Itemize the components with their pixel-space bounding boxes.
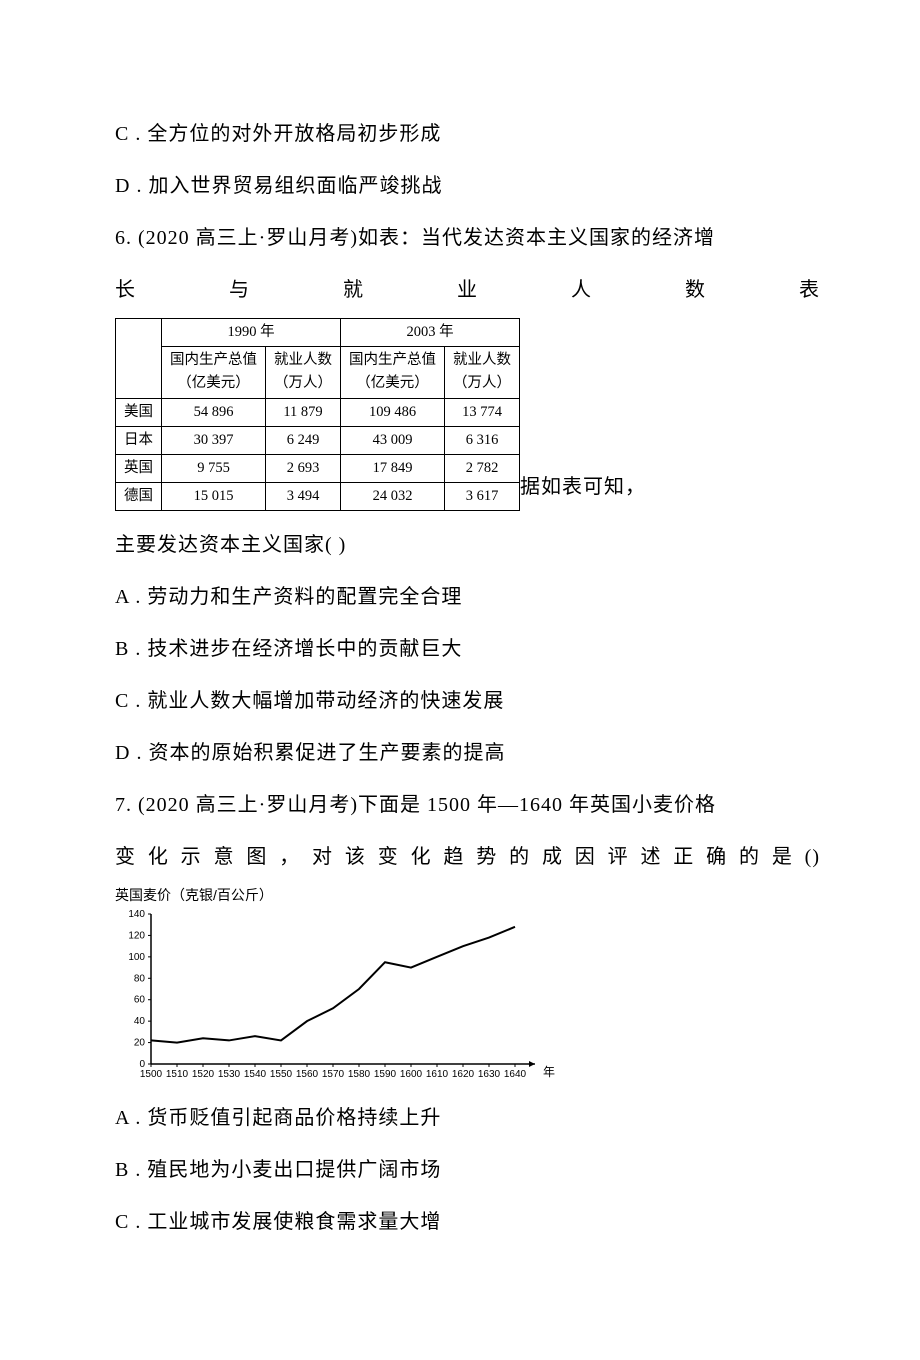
table-row: 美国54 89611 879109 48613 774	[116, 398, 520, 426]
table-row: 德国15 0153 49424 0323 617	[116, 483, 520, 511]
q6-option-d: D . 资本的原始积累促进了生产要素的提高	[115, 729, 820, 777]
q7-chart: 英国麦价（克银/百公斤） 020406080100120140150015101…	[115, 887, 820, 1084]
table-cell: 2 782	[445, 454, 520, 482]
table-year-1990: 1990 年	[162, 319, 341, 347]
col-gdp-2003: 国内生产总值（亿美元）	[341, 347, 445, 398]
table-row: 日本30 3976 24943 0096 316	[116, 426, 520, 454]
svg-text:1510: 1510	[166, 1069, 189, 1080]
q7-option-a: A . 货币贬值引起商品价格持续上升	[115, 1094, 820, 1142]
q7-lead-line1: 7. (2020 高三上·罗山月考)下面是 1500 年—1640 年英国小麦价…	[115, 781, 820, 829]
svg-text:100: 100	[128, 952, 145, 963]
chart-title: 英国麦价（克银/百公斤）	[115, 887, 820, 904]
svg-text:年份: 年份	[543, 1065, 555, 1079]
q6-option-b: B . 技术进步在经济增长中的贡献巨大	[115, 625, 820, 673]
q6-table-row: 1990 年 2003 年 国内生产总值（亿美元） 就业人数（万人） 国内生产总…	[115, 318, 820, 511]
table-cell: 9 755	[162, 454, 266, 482]
q5-option-c: C . 全方位的对外开放格局初步形成	[115, 110, 820, 158]
svg-text:1610: 1610	[426, 1069, 449, 1080]
table-row: 英国9 7552 69317 8492 782	[116, 454, 520, 482]
svg-text:1540: 1540	[244, 1069, 267, 1080]
svg-text:140: 140	[128, 909, 145, 920]
q6-option-c: C . 就业人数大幅增加带动经济的快速发展	[115, 677, 820, 725]
q6-table: 1990 年 2003 年 国内生产总值（亿美元） 就业人数（万人） 国内生产总…	[115, 318, 520, 511]
svg-text:120: 120	[128, 931, 145, 942]
table-year-2003: 2003 年	[341, 319, 520, 347]
svg-text:1630: 1630	[478, 1069, 501, 1080]
q5-option-d: D . 加入世界贸易组织面临严竣挑战	[115, 162, 820, 210]
table-header-cols: 国内生产总值（亿美元） 就业人数（万人） 国内生产总值（亿美元） 就业人数（万人…	[116, 347, 520, 398]
svg-text:1640: 1640	[504, 1069, 527, 1080]
svg-text:80: 80	[134, 973, 146, 984]
q6-option-a: A . 劳动力和生产资料的配置完全合理	[115, 573, 820, 621]
q6-follow: 主要发达资本主义国家( )	[115, 521, 820, 569]
table-cell: 24 032	[341, 483, 445, 511]
col-emp-2003: 就业人数（万人）	[445, 347, 520, 398]
svg-text:1500: 1500	[140, 1069, 163, 1080]
table-corner	[116, 319, 162, 399]
col-emp-1990: 就业人数（万人）	[266, 347, 341, 398]
q6-lead-line1: 6. (2020 高三上·罗山月考)如表：当代发达资本主义国家的经济增	[115, 214, 820, 262]
table-cell: 109 486	[341, 398, 445, 426]
q6-lead-line2: 长与就业人数表	[115, 266, 820, 314]
table-cell: 43 009	[341, 426, 445, 454]
q6-table-trailing-text: 据如表可知，	[520, 463, 646, 511]
svg-text:1520: 1520	[192, 1069, 215, 1080]
line-chart-svg: 0204060801001201401500151015201530154015…	[115, 904, 555, 1084]
table-cell: 17 849	[341, 454, 445, 482]
svg-text:1560: 1560	[296, 1069, 319, 1080]
svg-text:20: 20	[134, 1038, 146, 1049]
table-cell: 日本	[116, 426, 162, 454]
q7-option-b: B . 殖民地为小麦出口提供广阔市场	[115, 1146, 820, 1194]
svg-text:1550: 1550	[270, 1069, 293, 1080]
q7-option-c: C . 工业城市发展使粮食需求量大增	[115, 1198, 820, 1246]
svg-text:1620: 1620	[452, 1069, 475, 1080]
table-cell: 英国	[116, 454, 162, 482]
table-cell: 美国	[116, 398, 162, 426]
table-cell: 3 494	[266, 483, 341, 511]
svg-text:1600: 1600	[400, 1069, 423, 1080]
table-cell: 6 316	[445, 426, 520, 454]
q7-lead-line2: 变化示意图，对该变化趋势的成因评述正确的是()	[115, 833, 820, 881]
table-cell: 54 896	[162, 398, 266, 426]
svg-text:40: 40	[134, 1016, 146, 1027]
svg-text:1570: 1570	[322, 1069, 345, 1080]
svg-text:60: 60	[134, 995, 146, 1006]
table-cell: 3 617	[445, 483, 520, 511]
svg-text:1590: 1590	[374, 1069, 397, 1080]
table-cell: 13 774	[445, 398, 520, 426]
table-cell: 11 879	[266, 398, 341, 426]
svg-text:1530: 1530	[218, 1069, 241, 1080]
col-gdp-1990: 国内生产总值（亿美元）	[162, 347, 266, 398]
table-header-year: 1990 年 2003 年	[116, 319, 520, 347]
table-cell: 2 693	[266, 454, 341, 482]
table-cell: 德国	[116, 483, 162, 511]
table-cell: 30 397	[162, 426, 266, 454]
table-cell: 15 015	[162, 483, 266, 511]
svg-text:1580: 1580	[348, 1069, 371, 1080]
table-cell: 6 249	[266, 426, 341, 454]
